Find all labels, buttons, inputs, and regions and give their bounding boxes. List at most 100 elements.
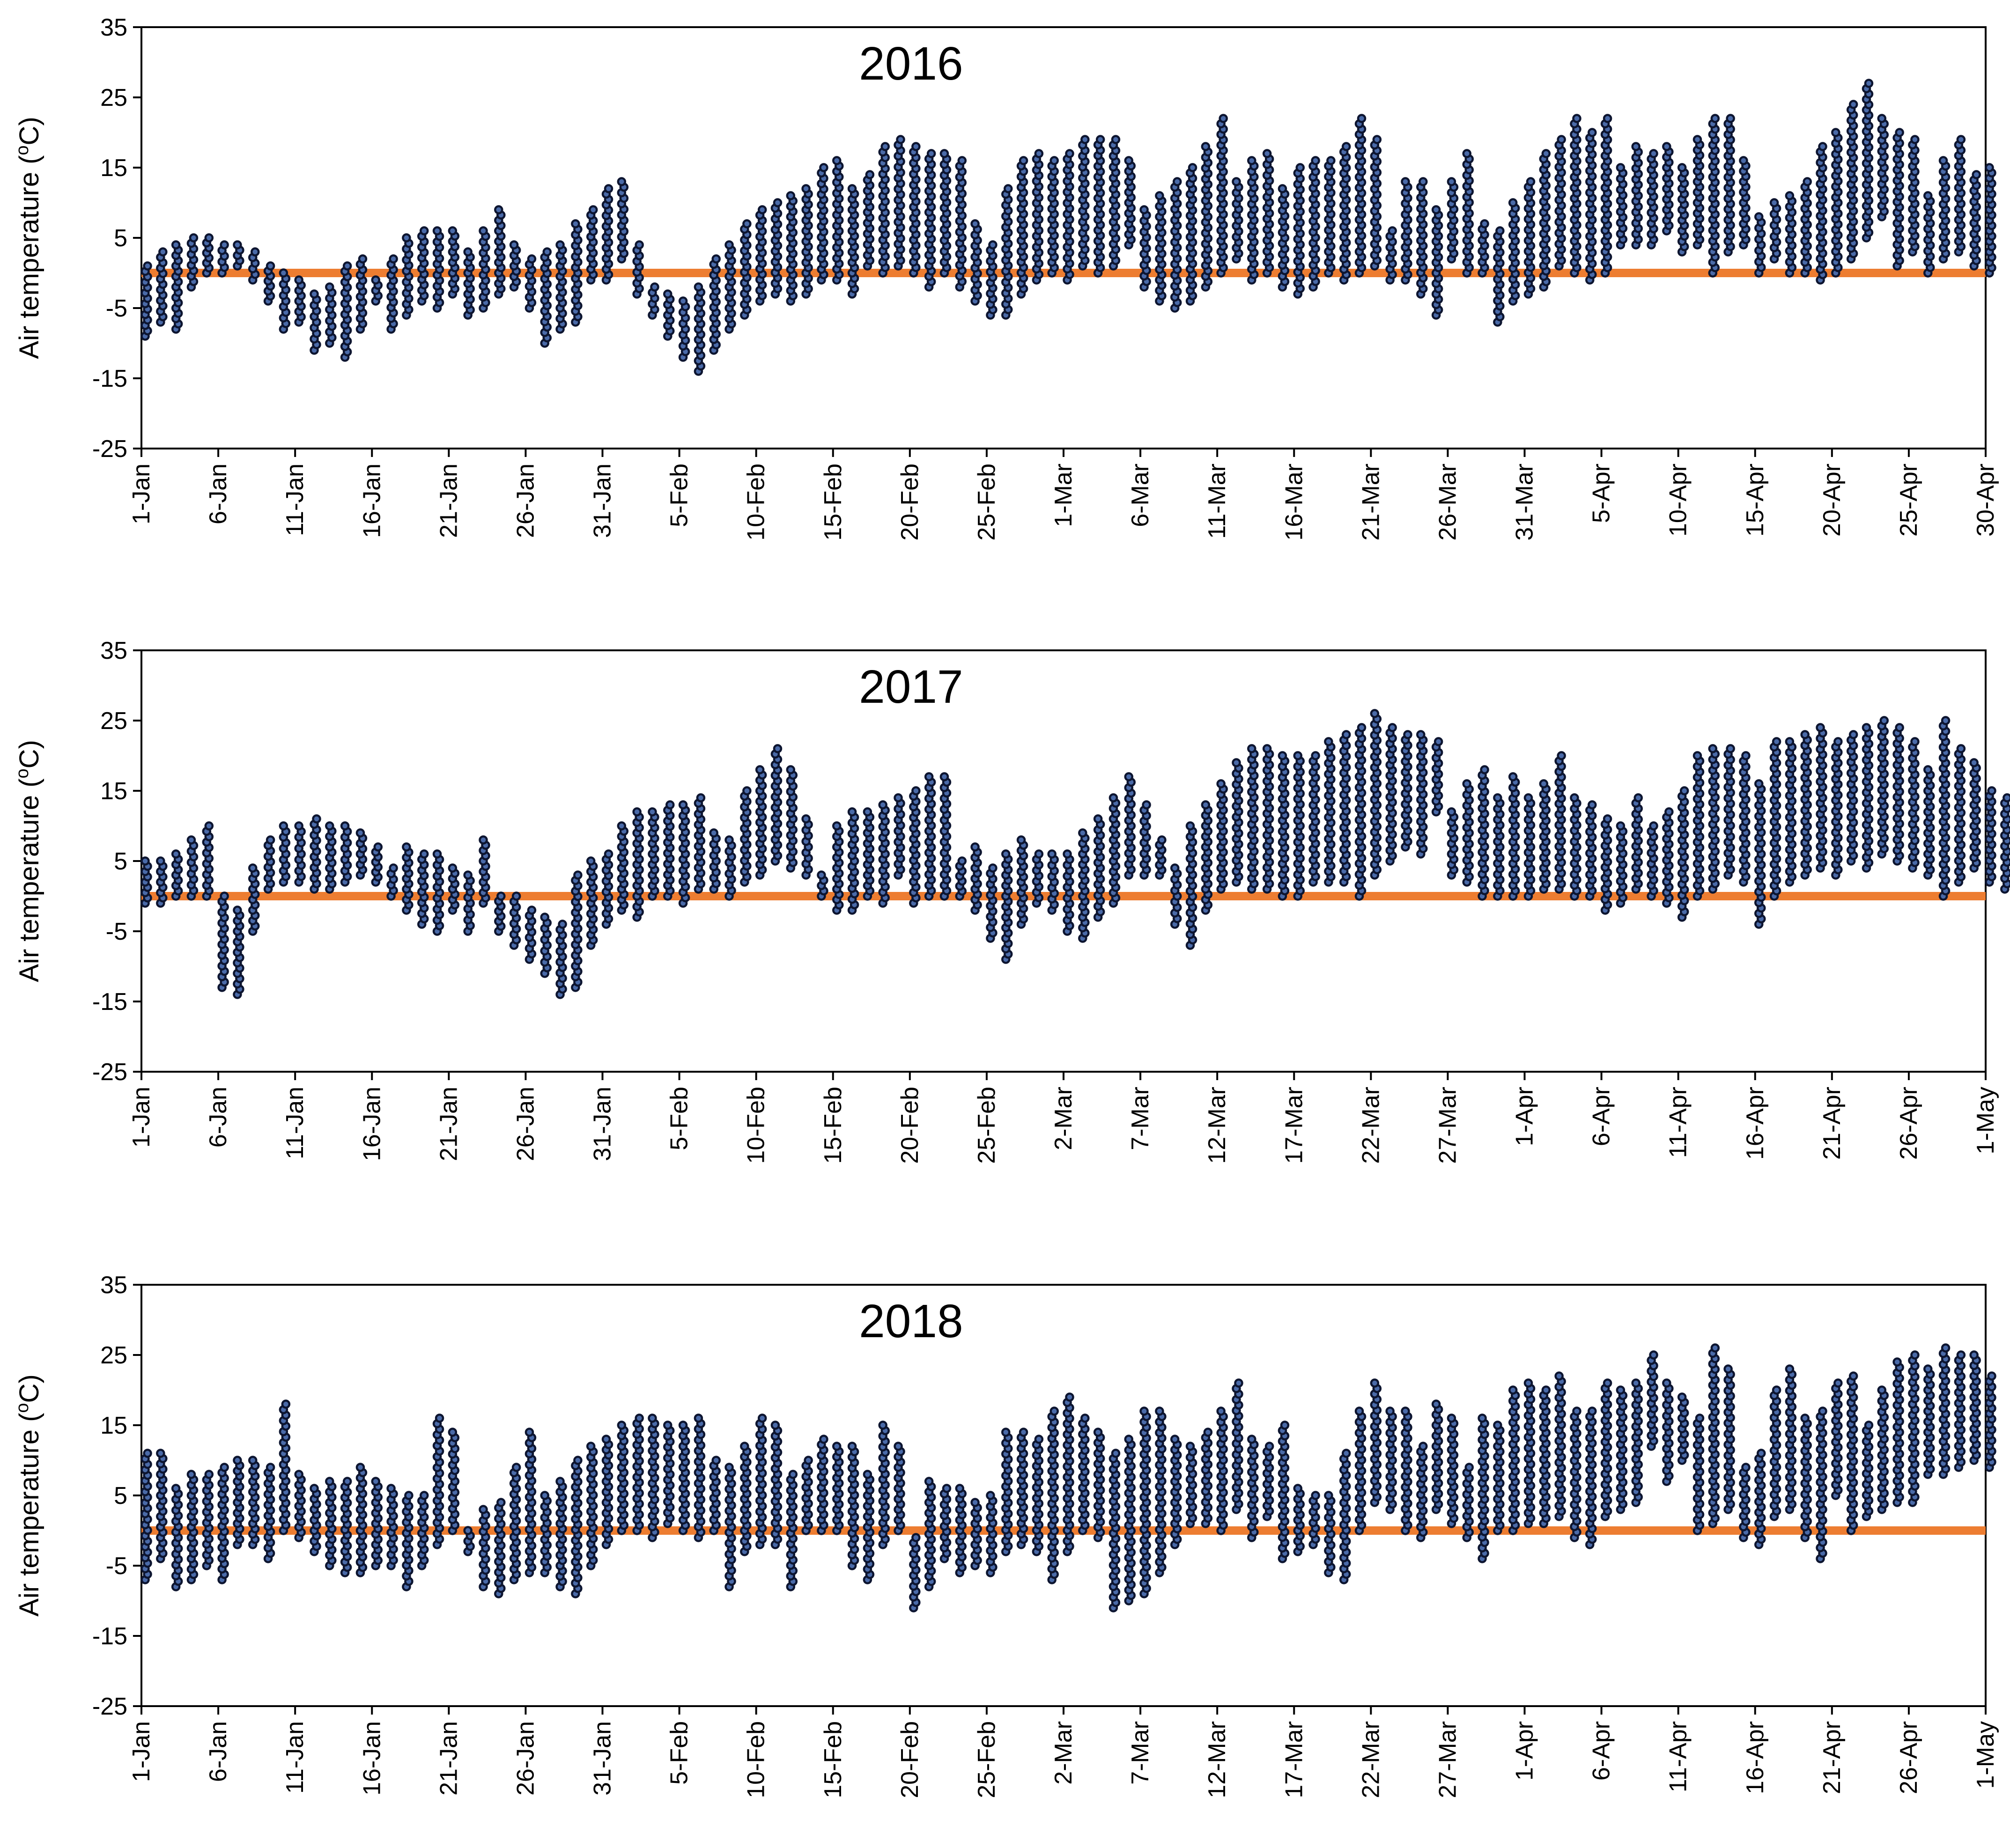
x-tick-label: 27-Mar: [1434, 1721, 1461, 1798]
data-point: [249, 865, 256, 872]
y-axis-title: Air temperature (oC): [13, 740, 44, 982]
data-point: [1509, 199, 1516, 206]
data-point: [1727, 745, 1734, 752]
y-tick-label: 5: [114, 848, 127, 875]
data-point: [1804, 178, 1811, 185]
data-point: [1786, 192, 1793, 199]
data-point: [1740, 157, 1747, 164]
y-axis-title: Air temperature (oC): [13, 117, 44, 359]
data-point: [206, 235, 213, 242]
x-tick-label: 20-Feb: [896, 1721, 924, 1798]
data-point: [1064, 851, 1071, 858]
data-point: [267, 837, 274, 844]
data-point: [1327, 157, 1334, 164]
x-tick-label: 11-Apr: [1665, 1087, 1692, 1158]
data-point: [1755, 780, 1762, 788]
data-point: [787, 192, 794, 199]
data-point: [1850, 101, 1857, 108]
data-point: [1709, 745, 1716, 752]
data-point: [1617, 823, 1624, 830]
data-point: [359, 256, 366, 263]
data-point: [820, 164, 827, 171]
data-point: [1002, 851, 1009, 858]
x-tick-label: 25-Feb: [973, 464, 1000, 541]
x-tick-label: 12-Mar: [1204, 1721, 1231, 1798]
data-point: [375, 844, 382, 851]
data-point: [326, 823, 333, 830]
data-point: [849, 809, 856, 816]
x-tick-label: 22-Mar: [1357, 1721, 1384, 1798]
data-point: [280, 270, 287, 277]
y-tick-label: 35: [100, 14, 127, 41]
data-point: [234, 242, 241, 249]
data-point: [1650, 150, 1657, 157]
data-point: [1035, 851, 1042, 858]
data-point: [636, 242, 643, 249]
data-point: [310, 1485, 318, 1492]
data-point: [557, 242, 564, 249]
data-point: [1878, 115, 1885, 122]
data-point: [1817, 724, 1824, 731]
data-point: [421, 851, 428, 858]
panel-title: 2016: [859, 37, 963, 90]
data-point: [403, 235, 410, 242]
x-tick-label: 16-Mar: [1280, 464, 1308, 541]
data-point: [1694, 136, 1701, 143]
data-point: [403, 844, 410, 851]
x-tick-label: 11-Mar: [1204, 464, 1231, 539]
x-tick-label: 26-Mar: [1434, 464, 1461, 541]
y-tick-label: -15: [92, 1623, 127, 1650]
x-tick-label: 26-Apr: [1895, 1721, 1922, 1794]
data-point: [465, 249, 472, 256]
data-point: [774, 745, 781, 752]
data-point: [697, 795, 704, 802]
y-tick-label: 25: [100, 84, 127, 111]
data-point: [234, 907, 241, 914]
x-tick-label: 25-Feb: [973, 1721, 1000, 1798]
x-tick-label: 22-Mar: [1357, 1087, 1384, 1164]
data-point: [1233, 178, 1240, 185]
data-point: [1942, 717, 1949, 724]
data-point: [1371, 710, 1378, 717]
data-point: [1663, 143, 1670, 150]
data-point: [1433, 206, 1440, 214]
x-tick-label: 1-Apr: [1511, 1087, 1538, 1146]
data-point: [1018, 837, 1025, 844]
data-point: [912, 143, 919, 150]
x-tick-label: 21-Jan: [435, 1087, 462, 1161]
data-point: [803, 185, 810, 192]
data-point: [528, 256, 535, 263]
data-series: [142, 80, 1995, 375]
x-tick-label: 16-Apr: [1742, 1087, 1769, 1160]
data-point: [1958, 136, 1965, 143]
data-point: [159, 249, 166, 256]
x-tick-label: 16-Jan: [358, 464, 385, 538]
x-tick-label: 31-Jan: [589, 464, 616, 538]
data-point: [1481, 221, 1488, 228]
x-tick-label: 16-Jan: [358, 1721, 385, 1796]
data-point: [449, 865, 456, 872]
data-point: [1312, 157, 1319, 164]
data-point: [972, 844, 979, 851]
data-point: [251, 249, 259, 256]
data-point: [849, 185, 856, 192]
x-tick-label: 5-Apr: [1588, 464, 1615, 523]
data-point: [1189, 164, 1196, 171]
data-point: [1924, 766, 1931, 773]
data-point: [941, 773, 948, 780]
data-point: [1402, 178, 1409, 185]
data-point: [1125, 773, 1132, 780]
data-point: [1297, 164, 1304, 171]
data-point: [157, 858, 164, 865]
x-tick-label: 11-Jan: [281, 1721, 309, 1794]
data-point: [296, 1471, 303, 1478]
data-point: [1312, 752, 1319, 759]
data-point: [480, 837, 487, 844]
x-tick-label: 12-Mar: [1204, 1087, 1231, 1164]
x-tick-label: 6-Jan: [205, 1087, 232, 1148]
data-point: [206, 1471, 213, 1478]
data-point: [605, 851, 612, 858]
data-point: [1971, 759, 1978, 766]
data-point: [1218, 780, 1225, 788]
